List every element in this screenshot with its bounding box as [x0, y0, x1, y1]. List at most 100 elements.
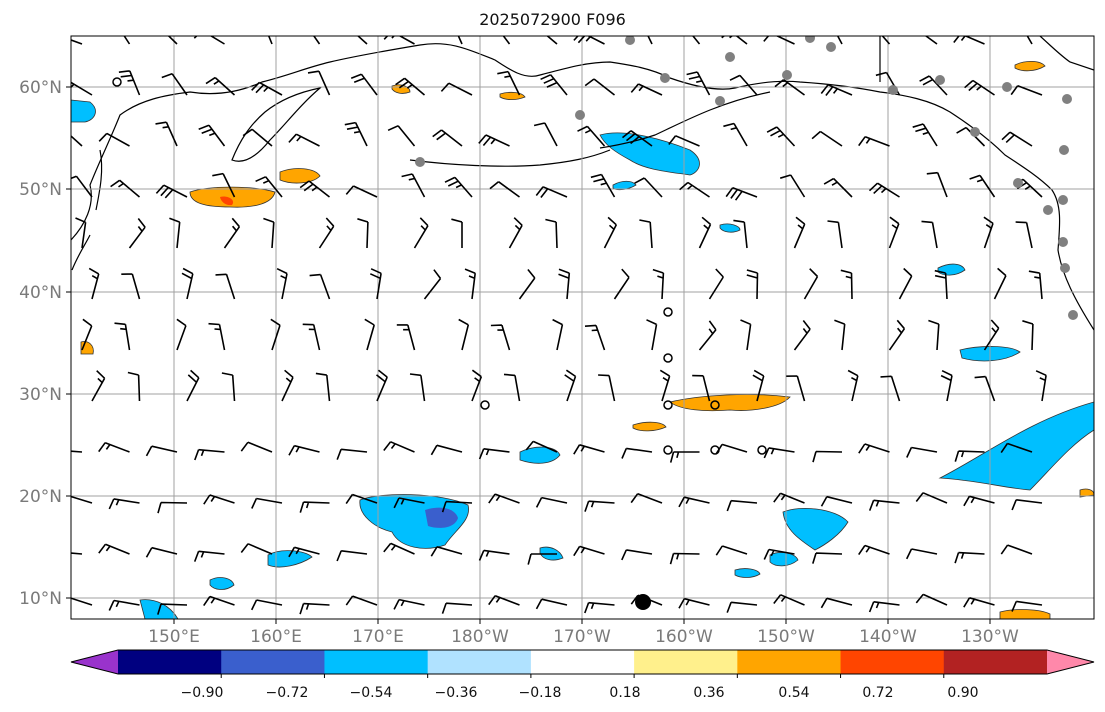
wind-barb [752, 369, 765, 402]
wind-barb [603, 216, 618, 249]
wind-barb [584, 601, 615, 614]
wind-barb [309, 273, 331, 300]
lon-label: 150°W [757, 627, 815, 647]
wind-barb [812, 450, 843, 463]
wind-barb [118, 70, 141, 96]
wind-barb [502, 36, 511, 45]
wind-barb [621, 130, 653, 147]
wind-barb [251, 497, 283, 509]
wind-barb [613, 268, 630, 300]
wind-barb [715, 545, 748, 556]
wind-barb [81, 318, 93, 351]
lat-label: 40°N [19, 283, 62, 303]
wind-barb [820, 495, 853, 507]
wind-barb [451, 218, 463, 248]
wind-barb [793, 216, 806, 249]
wind-barb [969, 174, 996, 198]
wind-barb [194, 448, 225, 461]
wind-barb [350, 73, 378, 96]
wind-barb [584, 500, 615, 512]
wind-barb [773, 594, 805, 606]
colorbar-segment [118, 650, 222, 674]
wind-barb [763, 447, 795, 459]
wind-barb [659, 369, 671, 402]
wind-barb [75, 217, 87, 249]
lat-label: 50°N [19, 180, 62, 200]
colorbar-label: 0.72 [862, 685, 893, 701]
wind-barb [423, 269, 442, 300]
wind-barb [1000, 544, 1033, 555]
wind-barb [98, 132, 130, 147]
lat-label: 60°N [19, 78, 62, 98]
wind-barb [344, 121, 368, 147]
wind-barb [441, 602, 473, 614]
wind-barb [302, 323, 321, 351]
wind-barb [964, 79, 995, 96]
wind-barb [1010, 84, 1043, 96]
wind-barb [1022, 320, 1034, 351]
wind-barb [345, 493, 378, 505]
wind-barb [803, 268, 819, 300]
wind-barb [251, 81, 283, 96]
wind-barb [763, 36, 795, 45]
wind-barb [307, 70, 331, 96]
colorbar-segment [943, 650, 1048, 674]
wind-barb [698, 320, 717, 351]
wind-barb [793, 320, 811, 351]
wind-barb [774, 79, 805, 96]
wind-barb [490, 324, 511, 351]
axis-ticks [66, 86, 991, 624]
wind-barb [940, 369, 953, 402]
colorbar-segment [221, 650, 325, 674]
wind-barb [193, 550, 225, 562]
colorbar-label: 0.90 [947, 685, 978, 701]
wind-barb [71, 81, 93, 96]
wind-barb [488, 594, 520, 606]
wind-barb [974, 375, 996, 402]
lat-label: 20°N [19, 487, 62, 507]
wind-barb [145, 445, 178, 457]
wind-barb [827, 220, 843, 249]
wind-barb [518, 268, 536, 300]
wind-barb [540, 74, 568, 96]
colorbar-label: 0.54 [778, 685, 809, 701]
wind-barb [444, 176, 473, 198]
wind-barb [993, 267, 1007, 300]
wind-barb [686, 71, 711, 96]
wind-barb [647, 36, 653, 45]
colorbar-segment [427, 650, 532, 674]
wind-barb [376, 369, 388, 402]
wind-barb [669, 552, 700, 565]
lon-label: 130°W [961, 627, 1019, 647]
wind-barb [678, 597, 710, 609]
wind-barb [953, 36, 985, 45]
wind-barb [203, 494, 235, 505]
wind-barb [652, 268, 665, 300]
map-title: 2025072900 F096 [479, 10, 626, 29]
wind-barb [413, 217, 429, 249]
wind-barb [127, 371, 141, 402]
wind-barb [91, 370, 106, 402]
wind-barb [508, 217, 523, 249]
wind-barb [432, 129, 463, 147]
wind-barb [564, 369, 577, 402]
wind-barb [240, 441, 273, 453]
wind-barb [345, 595, 378, 606]
wind-barb [478, 448, 510, 460]
gridlines [71, 36, 1094, 619]
wind-barb [639, 219, 653, 249]
wind-barb [383, 36, 415, 45]
wind-barb [912, 123, 938, 147]
wind-barb [678, 496, 710, 508]
wind-barb [1015, 221, 1033, 249]
wind-barb [181, 267, 194, 300]
lon-label: 170°E [352, 627, 404, 647]
wind-barb [533, 122, 558, 147]
wind-barb [240, 543, 273, 555]
wind-barb [255, 176, 283, 198]
wind-barb [299, 602, 330, 615]
wind-barb [729, 74, 758, 96]
wind-barb [590, 173, 616, 198]
wind-barb [766, 126, 796, 147]
wind-barb [535, 496, 568, 508]
